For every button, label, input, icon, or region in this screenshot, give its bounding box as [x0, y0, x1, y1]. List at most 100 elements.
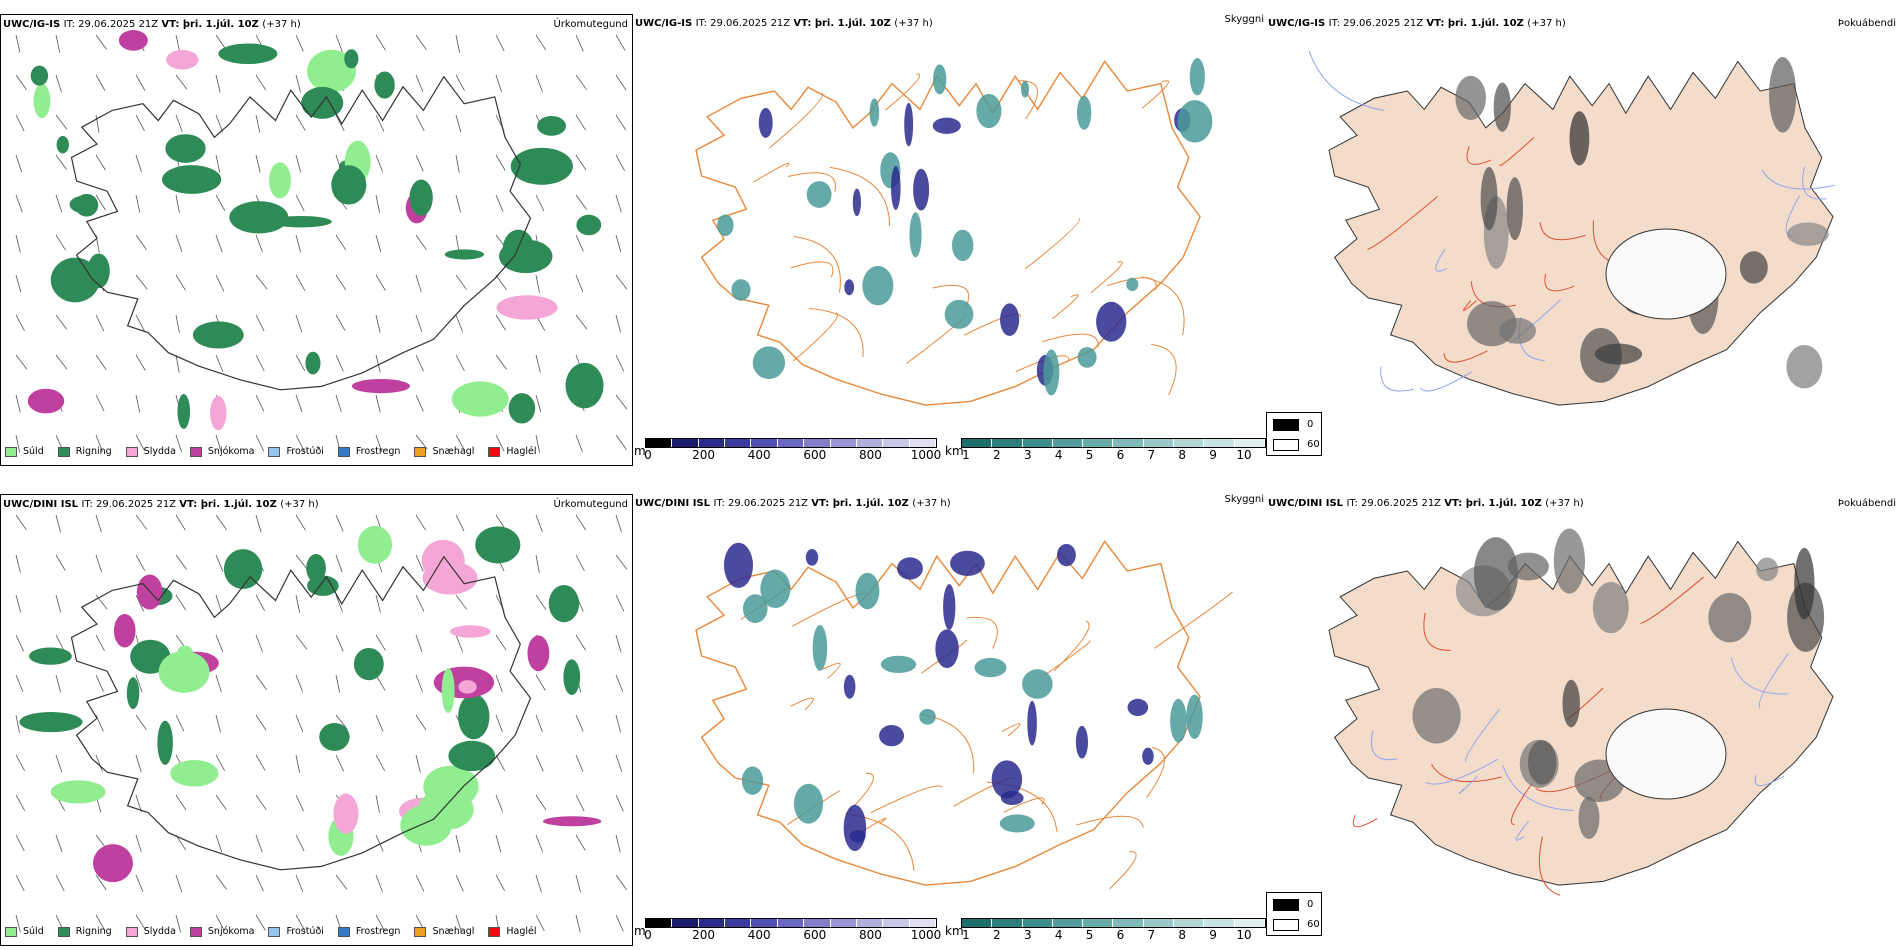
wind-barb	[495, 794, 503, 812]
colorbar-segment	[725, 919, 752, 927]
fog-area	[1769, 56, 1797, 133]
wind-barb	[415, 634, 423, 653]
visibility-panel: UWC/DINI ISL IT: 29.06.2025 21Z VT: þri.…	[633, 494, 1268, 934]
low-visibility-area	[1127, 698, 1149, 716]
precip-legend-item: Frostregn	[337, 926, 400, 937]
colorbar-segment	[830, 439, 857, 447]
precip-area	[56, 136, 69, 154]
precip-type-panel: UWC/DINI ISL IT: 29.06.2025 21Z VT: þri.…	[0, 494, 633, 946]
precip-area	[157, 720, 173, 765]
colorbar-segment	[672, 919, 699, 927]
wind-barb	[295, 194, 305, 212]
wind-barb	[175, 194, 180, 213]
road	[769, 92, 823, 149]
wind-barb	[55, 154, 67, 170]
colorbar-segment	[1143, 439, 1175, 447]
wind-barb	[295, 274, 306, 291]
low-visibility-area	[844, 279, 855, 296]
precip-panel-title: Úrkomutegund	[553, 19, 628, 30]
wind-barb	[175, 314, 180, 333]
wind-barb	[215, 914, 225, 932]
precip-legend-item: Rigning	[57, 446, 112, 457]
precip-area	[458, 693, 490, 740]
low-visibility-area	[1020, 80, 1030, 98]
colorbar-tick: 600	[803, 448, 827, 462]
wind-barb	[575, 794, 585, 812]
low-visibility-area	[944, 299, 974, 329]
legend-label: Frostregn	[355, 446, 401, 457]
wind-barb	[575, 714, 584, 732]
wind-barb	[615, 914, 624, 932]
fog-area	[1455, 75, 1486, 121]
low-visibility-area	[1126, 277, 1139, 292]
colorbar-segment	[909, 439, 936, 447]
road	[790, 261, 834, 278]
road	[870, 785, 943, 814]
init-time: IT: 29.06.2025 21Z	[81, 499, 180, 510]
precip-area	[50, 257, 100, 303]
wind-barb	[535, 74, 543, 92]
wind-barb	[535, 394, 542, 413]
wind-barb	[55, 34, 61, 53]
vis-km-colorbar	[961, 438, 1266, 448]
wind-barb	[575, 874, 581, 893]
wind-barb	[375, 794, 380, 813]
wind-barb	[615, 74, 627, 91]
low-visibility-area	[1186, 694, 1203, 740]
valid-time: þri. 1.júl. 10Z	[832, 498, 913, 509]
wind-barb	[535, 514, 543, 532]
wind-barb	[495, 434, 505, 452]
wind-barb	[575, 754, 584, 772]
low-visibility-area	[731, 279, 751, 301]
wind-barb	[295, 714, 304, 732]
wind-barb	[575, 274, 584, 292]
legend-label: Slydda	[143, 926, 176, 937]
wind-barb	[135, 874, 144, 892]
panel-header: UWC/DINI ISL IT: 29.06.2025 21Z VT: þri.…	[635, 498, 951, 509]
colorbar-segment	[804, 919, 831, 927]
colorbar-tick: 1	[962, 928, 970, 942]
legend-label: Frostúði	[286, 926, 324, 937]
wind-barb	[495, 74, 502, 93]
model-name: UWC/DINI ISL	[3, 499, 82, 510]
fog-area	[1562, 679, 1580, 728]
fog-area	[1594, 343, 1643, 365]
colorbar-tick: 1	[962, 448, 970, 462]
wind-barb	[135, 194, 141, 213]
wind-barb	[415, 354, 424, 372]
wind-barb	[215, 794, 227, 810]
low-visibility-area	[760, 569, 791, 609]
precip-area	[496, 295, 558, 320]
wind-barb	[335, 354, 344, 372]
fog-map	[1328, 528, 1834, 896]
wind-barb	[215, 354, 224, 372]
low-visibility-area	[717, 214, 734, 237]
low-visibility-area	[933, 64, 947, 95]
legend-swatch	[57, 446, 70, 457]
wind-barb	[15, 594, 22, 613]
river	[1515, 820, 1530, 841]
precip-legend-item: Frostregn	[337, 446, 401, 457]
low-visibility-area	[758, 107, 773, 138]
wind-barb	[295, 834, 305, 852]
wind-barb	[375, 274, 386, 291]
wind-barb	[95, 394, 105, 412]
wind-barb	[375, 314, 381, 333]
colorbar-segment	[1174, 919, 1205, 927]
wind-barb	[55, 314, 68, 330]
wind-barb	[15, 394, 21, 413]
wind-barb	[615, 234, 622, 253]
precip-area	[307, 49, 356, 93]
wind-barb	[615, 594, 625, 612]
wind-barb	[135, 674, 143, 693]
road	[1423, 612, 1451, 651]
wind-barb	[175, 554, 187, 570]
wind-barb	[15, 74, 27, 90]
precip-area	[177, 394, 191, 429]
wind-barb	[15, 34, 21, 53]
low-visibility-area	[879, 724, 905, 747]
wind-barb	[95, 914, 106, 931]
fog-area	[1527, 740, 1557, 785]
vis-m-colorbar	[645, 438, 937, 448]
wind-barb	[215, 114, 223, 132]
